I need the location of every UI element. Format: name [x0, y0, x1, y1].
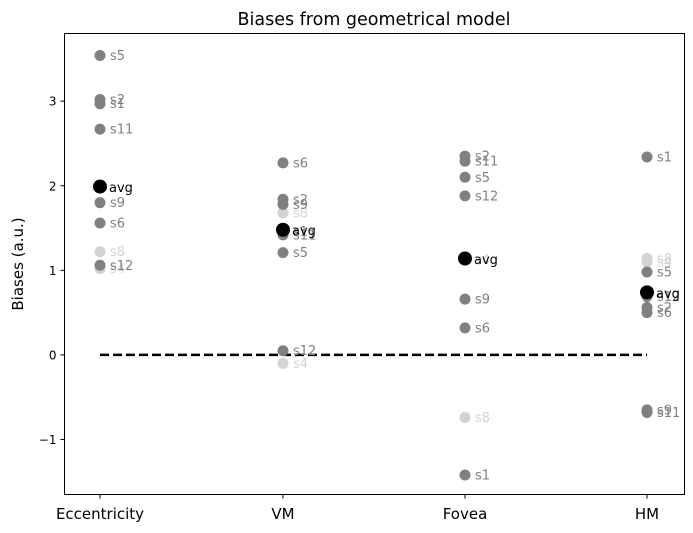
point-label-vm-s2: s2	[293, 193, 308, 208]
point-label-hm-s1: s1	[657, 150, 672, 165]
point-vm-avg	[276, 222, 290, 237]
point-label-vm-s12: s12	[293, 344, 316, 359]
y-tick-label: −1	[39, 433, 57, 447]
point-label-hm-s6: s6	[657, 306, 672, 321]
point-label-fovea-s12: s12	[475, 189, 498, 204]
point-label-fovea-s1: s1	[475, 469, 490, 484]
x-tick-label-fovea: Fovea	[443, 505, 488, 523]
plot-frame	[64, 33, 685, 495]
point-vm-s5	[277, 247, 289, 259]
point-fovea-s6	[459, 322, 471, 334]
point-fovea-s1	[459, 469, 471, 481]
point-label-fovea-s9: s9	[475, 293, 490, 308]
point-label-fovea-s5: s5	[475, 171, 490, 186]
chart-title: Biases from geometrical model	[237, 10, 510, 30]
point-label-vm-s8: s8	[293, 206, 308, 221]
point-label-fovea-avg: avg	[474, 253, 498, 268]
point-fovea-avg	[458, 251, 472, 266]
point-label-hm-s9: s9	[657, 403, 672, 418]
point-hm-avg	[640, 285, 654, 300]
point-label-hm-s4: s4	[657, 255, 672, 270]
point-fovea-s11	[459, 155, 471, 167]
point-label-vm-avg: avg	[292, 224, 316, 239]
point-vm-s12	[277, 345, 289, 357]
point-label-fovea-s4: s4	[475, 254, 490, 269]
point-label-vm-s11: s11	[293, 228, 316, 243]
points-layer: s8s4s5s2s1s11s9s6s12avgs8s4s6s2s9s1s11s5…	[93, 49, 680, 484]
point-label-vm-s4: s4	[293, 357, 308, 372]
point-label-hm-s12: s12	[657, 290, 680, 305]
point-label-vm-s1: s1	[293, 225, 308, 240]
point-eccentricity-s12	[94, 259, 106, 271]
point-label-hm-s8: s8	[657, 252, 672, 267]
point-label-fovea-s8: s8	[475, 411, 490, 426]
point-vm-s8	[277, 207, 289, 219]
point-label-eccentricity-s5: s5	[110, 49, 125, 64]
point-eccentricity-s1	[94, 98, 106, 110]
point-eccentricity-s5	[94, 49, 106, 61]
point-label-vm-s9: s9	[293, 198, 308, 213]
point-label-eccentricity-s12: s12	[110, 259, 133, 274]
x-tick-label-vm: VM	[271, 505, 294, 523]
y-tick-label: 0	[49, 348, 57, 362]
y-tick-label: 2	[49, 179, 57, 193]
point-hm-s6	[641, 307, 653, 319]
point-eccentricity-s8	[94, 246, 106, 258]
point-vm-s4	[277, 357, 289, 369]
point-label-fovea-s11: s11	[475, 155, 498, 170]
point-label-hm-s2: s2	[657, 301, 672, 316]
point-label-fovea-s6: s6	[475, 321, 490, 336]
point-vm-s9	[277, 198, 289, 210]
point-label-eccentricity-s4: s4	[110, 262, 125, 277]
point-label-eccentricity-s9: s9	[110, 196, 125, 211]
point-fovea-s5	[459, 171, 471, 183]
point-fovea-s8	[459, 412, 471, 424]
point-label-eccentricity-avg: avg	[109, 181, 133, 196]
point-label-fovea-s2: s2	[475, 150, 490, 165]
point-eccentricity-avg	[93, 179, 107, 194]
x-tick-label-eccentricity: Eccentricity	[56, 505, 144, 523]
point-label-eccentricity-s6: s6	[110, 216, 125, 231]
point-label-eccentricity-s11: s11	[110, 123, 133, 138]
point-label-eccentricity-s8: s8	[110, 245, 125, 260]
point-label-hm-s5: s5	[657, 266, 672, 281]
point-eccentricity-s9	[94, 197, 106, 209]
y-tick-label: 1	[49, 264, 57, 278]
point-label-vm-s5: s5	[293, 246, 308, 261]
y-axis-label: Biases (a.u.)	[9, 217, 27, 310]
point-label-eccentricity-s1: s1	[110, 97, 125, 112]
point-fovea-s9	[459, 293, 471, 305]
point-label-eccentricity-s2: s2	[110, 93, 125, 108]
point-eccentricity-s11	[94, 123, 106, 135]
axes-layer: −1 0 1 2 3 Eccentricity VM Fovea HM	[39, 95, 659, 523]
point-hm-s4	[641, 256, 653, 268]
x-tick-label-hm: HM	[635, 505, 659, 523]
y-tick-label: 3	[49, 95, 57, 109]
point-hm-s5	[641, 266, 653, 278]
point-label-vm-s6: s6	[293, 156, 308, 171]
point-vm-s6	[277, 157, 289, 169]
point-eccentricity-s6	[94, 217, 106, 229]
point-hm-s1	[641, 151, 653, 163]
point-hm-s11	[641, 406, 653, 418]
point-label-hm-avg: avg	[656, 287, 680, 302]
point-label-hm-s11: s11	[657, 406, 680, 421]
point-fovea-s12	[459, 190, 471, 202]
